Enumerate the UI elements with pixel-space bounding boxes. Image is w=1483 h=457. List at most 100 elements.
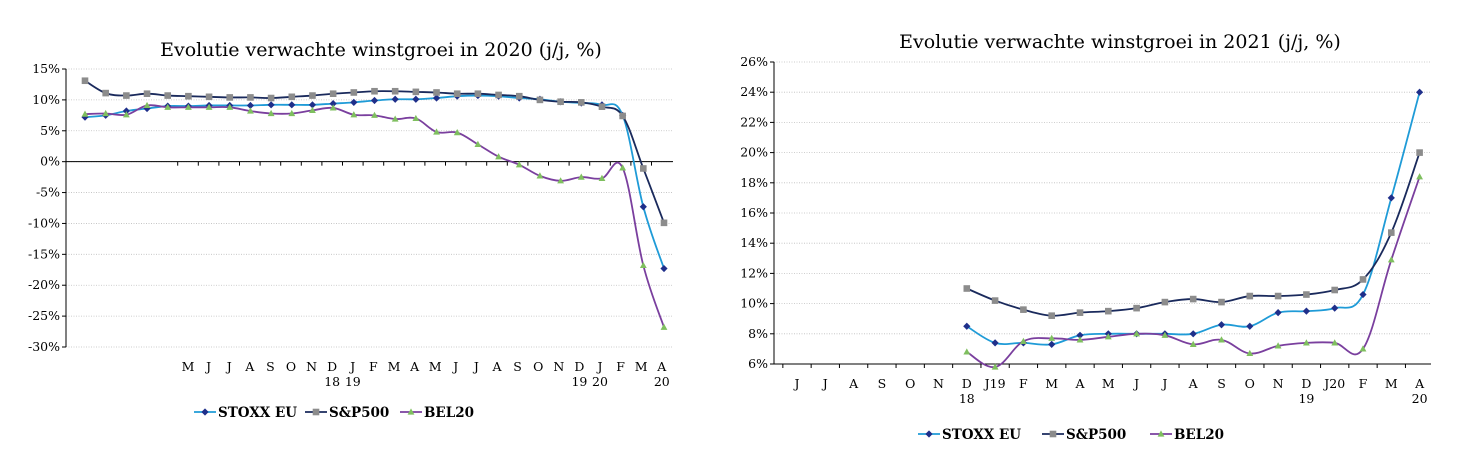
- chart-2020-point-stoxx: [308, 101, 317, 109]
- chart-2020-x-tick-label: N: [306, 359, 317, 374]
- chart-2020-legend: STOXX EU S&P500 BEL20: [194, 405, 474, 421]
- chart-2021-point-stoxx: [1246, 322, 1254, 330]
- chart-2020-point-sp500: [453, 90, 461, 98]
- chart-2021-point-stoxx: [963, 322, 971, 330]
- chart-2021-x-tick-label: S: [1217, 376, 1226, 391]
- chart-2020-line-bel20: [84, 104, 665, 328]
- chart-2021-x-tick-label: A: [1188, 376, 1199, 391]
- chart-2021-point-sp500: [1388, 229, 1395, 236]
- chart-2020-legend-label-stoxx: STOXX EU: [218, 405, 297, 421]
- chart-2021-x-tick-sublabel: 20: [1412, 391, 1428, 406]
- chart-2020-point-bel20: [536, 172, 544, 179]
- chart-2021-series-stoxx: [963, 88, 1424, 348]
- chart-2021-point-sp500: [1105, 307, 1112, 315]
- chart-2021-point-bel20: [991, 363, 999, 370]
- chart-2020-panel: Evolutie verwachte winstgroei in 2020 (j…: [0, 0, 740, 453]
- chart-2020-x-tick-label: S: [513, 359, 522, 374]
- chart-2021-legend-marker-stoxx: [925, 430, 933, 438]
- chart-2021-y-tick-label: 26%: [740, 54, 768, 69]
- chart-2020-y-tick-label: 15%: [32, 61, 60, 76]
- chart-2020-x-tick-label: J: [348, 359, 355, 374]
- chart-2020-x-tick-label: M: [388, 359, 401, 374]
- chart-2021-y-tick-label: 18%: [740, 175, 768, 190]
- chart-2021-y-tick-label: 20%: [740, 145, 768, 160]
- chart-2021-point-stoxx: [991, 339, 999, 347]
- chart-2021-y-tick-label: 24%: [740, 84, 768, 99]
- chart-2020-point-sp500: [143, 90, 151, 98]
- chart-2021-x-tick-sublabel: 18: [959, 391, 975, 406]
- chart-2020-legend-entry-stoxx: STOXX EU: [194, 405, 297, 421]
- chart-2020-x-tick-label: O: [533, 359, 543, 374]
- chart-2020-point-bel20: [122, 111, 130, 118]
- chart-2020-point-bel20: [267, 109, 275, 117]
- chart-2020-point-bel20: [226, 103, 234, 110]
- chart-2020-point-sp500: [536, 96, 544, 104]
- chart-2020-point-bel20: [371, 111, 378, 118]
- chart-2021-point-sp500: [1189, 295, 1197, 303]
- chart-2021-point-bel20: [1189, 340, 1197, 347]
- chart-2020-point-sp500: [288, 93, 296, 101]
- chart-2021-point-bel20: [1331, 339, 1339, 346]
- chart-2020-x-tick-label: S: [266, 359, 275, 374]
- chart-2020-point-bel20: [184, 103, 192, 110]
- chart-2020-series-sp500: [81, 77, 668, 227]
- chart-2020-x-tick-label: F: [369, 359, 378, 374]
- chart-2020-y-tick-label: -30%: [28, 339, 60, 354]
- chart-2021-legend-label-bel20: BEL20: [1174, 427, 1224, 443]
- chart-2021-x-tick-label: J: [1160, 376, 1167, 391]
- chart-2021-series-sp500: [963, 149, 1423, 319]
- chart-2020-point-sp500: [81, 77, 89, 85]
- chart-2021-x-tick-label: A: [1074, 376, 1085, 391]
- chart-2021-x-tick-label: J20: [1322, 376, 1345, 391]
- chart-2020-y-tick-label: -20%: [28, 277, 60, 292]
- chart-2020-legend-entry-sp500: S&P500: [305, 405, 389, 421]
- chart-2020-point-bel20: [412, 114, 420, 122]
- chart-2021-point-stoxx: [1302, 307, 1310, 315]
- chart-2020-point-stoxx: [370, 96, 379, 105]
- chart-2021-y-tick-label: 16%: [740, 205, 768, 220]
- chart-2020-point-bel20: [639, 261, 647, 269]
- chart-2021-point-stoxx: [1048, 340, 1056, 348]
- chart-2020-point-bel20: [81, 110, 89, 117]
- chart-2020-point-bel20: [350, 111, 358, 118]
- chart-2020-plot: [62, 68, 673, 348]
- chart-2021-x-tick-label: O: [1245, 376, 1255, 391]
- chart-2020-x-tick-label: J: [595, 359, 602, 374]
- chart-2020-point-sp500: [123, 92, 130, 99]
- chart-2020-point-sp500: [185, 92, 192, 100]
- chart-2020-point-bel20: [102, 109, 110, 117]
- chart-2020-y-tick-label: -5%: [36, 185, 60, 200]
- chart-2020-point-bel20: [619, 164, 627, 171]
- chart-2020-y-tick-label: -25%: [28, 308, 60, 323]
- chart-2021-point-bel20: [1218, 336, 1225, 343]
- chart-2020-x-tick-label: F: [616, 359, 625, 374]
- chart-2020-point-bel20: [474, 140, 482, 147]
- chart-2020-x-tick-label: D: [574, 359, 584, 374]
- chart-2021-point-bel20: [1246, 349, 1254, 357]
- chart-2021-line-stoxx: [966, 91, 1421, 346]
- chart-2021-point-stoxx: [1189, 330, 1197, 338]
- chart-2021-legend: STOXX EU S&P500 BEL20: [918, 427, 1224, 443]
- chart-2020-point-sp500: [640, 165, 647, 172]
- chart-2020-point-bel20: [329, 104, 337, 111]
- chart-2020-point-bel20: [247, 107, 254, 114]
- chart-2021-legend-entry-bel20: BEL20: [1150, 427, 1224, 443]
- chart-2021-legend-entry-sp500: S&P500: [1042, 427, 1126, 443]
- chart-2020-x-tick-sublabel: 20: [654, 374, 670, 389]
- chart-2021-y-tick-label: 12%: [740, 265, 768, 280]
- chart-2021-x-tick-label: S: [878, 376, 887, 391]
- chart-2020-point-bel20: [495, 153, 502, 160]
- chart-2020-y-tick-label: 0%: [40, 154, 60, 169]
- chart-2020-x-tick-label: O: [286, 359, 296, 374]
- chart-2020-x-tick-sublabel: 20: [592, 374, 608, 389]
- chart-2020-y-tick-label: 10%: [32, 92, 60, 107]
- chart-2021-point-sp500: [1161, 298, 1169, 306]
- chart-2020-point-stoxx: [391, 95, 399, 103]
- chart-2021-point-bel20: [1387, 256, 1395, 263]
- chart-2021-point-sp500: [1359, 276, 1367, 283]
- chart-2020-point-sp500: [226, 94, 234, 101]
- chart-2021-series-bel20: [963, 173, 1423, 370]
- chart-2020-legend-label-sp500: S&P500: [329, 405, 389, 421]
- chart-2021-point-stoxx: [1331, 304, 1339, 312]
- chart-2020-x-tick-sublabel: 19: [571, 374, 587, 389]
